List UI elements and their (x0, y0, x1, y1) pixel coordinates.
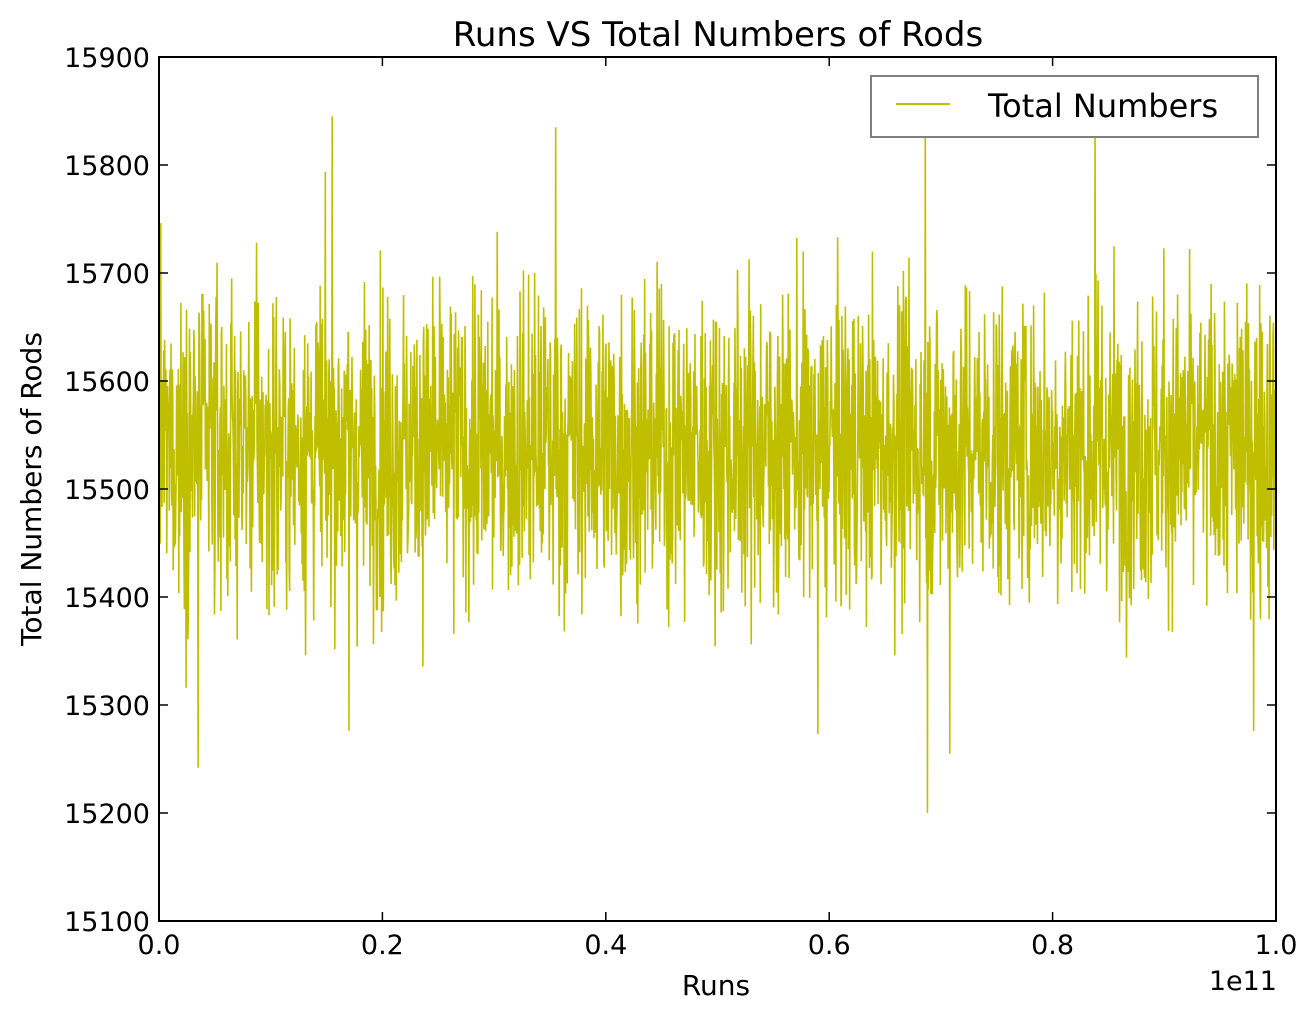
x-tick-label: 0.4 (584, 930, 627, 961)
y-tick-label: 15600 (64, 367, 150, 398)
y-tick-label: 15200 (64, 799, 150, 830)
legend-label-total-numbers: Total Numbers (987, 87, 1218, 125)
y-tick-label: 15400 (64, 583, 150, 614)
y-axis-label: Total Numbers of Rods (15, 332, 48, 647)
y-tick-label: 15100 (64, 907, 150, 938)
x-axis-label: Runs (682, 969, 750, 1002)
x-tick-label: 0.8 (1031, 930, 1074, 961)
y-tick-label: 15500 (64, 475, 150, 506)
x-tick-label: 1.0 (1255, 930, 1298, 961)
y-tick-label: 15300 (64, 691, 150, 722)
x-tick-label: 0.0 (138, 930, 181, 961)
x-tick-label: 0.2 (361, 930, 404, 961)
x-axis-offset-label: 1e11 (1209, 966, 1277, 997)
chart-title: Runs VS Total Numbers of Rods (453, 15, 983, 55)
plot-area: 0.0 0.2 0.4 0.6 0.8 1.0 15100 15200 15300 15400 15… (64, 43, 1297, 961)
legend-box (870, 75, 1259, 138)
y-tick-label: 15800 (64, 151, 150, 182)
ticks-layer: 0.0 0.2 0.4 0.6 0.8 1.0 15100 15200 15300 15400 15… (64, 43, 1297, 961)
series-line-total-numbers (158, 116, 1277, 814)
y-tick-label: 15700 (64, 259, 150, 290)
series-layer (158, 116, 1277, 814)
legend: Total Numbers (870, 75, 1259, 138)
x-tick-label: 0.6 (808, 930, 851, 961)
y-tick-label: 15900 (64, 43, 150, 74)
